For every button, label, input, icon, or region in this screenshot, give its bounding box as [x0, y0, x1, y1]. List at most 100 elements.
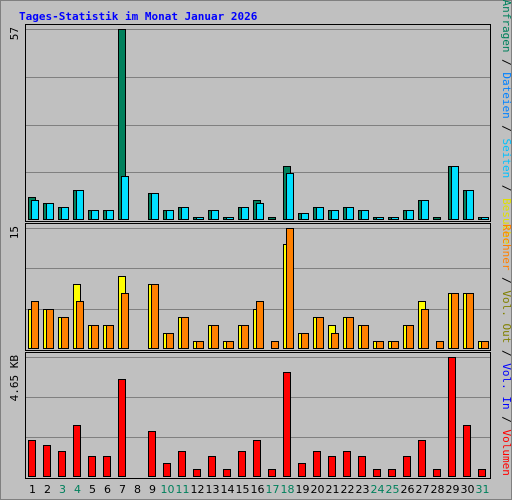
bar-dateien-day-23 [361, 210, 369, 220]
bar-rechner-day-17 [271, 341, 279, 349]
bar-volumen-day-27 [418, 440, 426, 477]
day-label-17: 17 [266, 483, 280, 496]
bar-volumen-day-25 [388, 469, 396, 477]
bar-volumen-day-9 [148, 431, 156, 477]
day-label-3: 3 [59, 483, 66, 496]
bar-rechner-day-10 [166, 333, 174, 349]
legend-bottom-run: Rechner / Vol. Out / Vol. In / Volumen [500, 224, 512, 476]
day-label-30: 30 [461, 483, 475, 496]
bar-volumen-day-2 [43, 445, 51, 477]
day-label-25: 25 [386, 483, 400, 496]
bar-volumen-day-3 [58, 451, 66, 477]
bar-dateien-day-29 [451, 166, 459, 220]
bar-dateien-day-2 [46, 203, 54, 220]
bar-volumen-day-6 [103, 456, 111, 477]
day-label-23: 23 [356, 483, 370, 496]
bar-dateien-day-3 [61, 207, 69, 220]
bar-rechner-day-2 [46, 309, 54, 349]
day-label-21: 21 [326, 483, 340, 496]
bar-dateien-day-9 [151, 193, 159, 220]
legend-vol-out: Vol. Out [500, 290, 512, 343]
bar-rechner-day-29 [451, 293, 459, 349]
bar-dateien-day-26 [406, 210, 414, 220]
day-label-20: 20 [311, 483, 325, 496]
bar-volumen-day-31 [478, 469, 486, 477]
bar-volumen-day-17 [268, 469, 276, 477]
panel-max-label-volume: 4.65 KB [8, 355, 21, 402]
bar-rechner-day-19 [301, 333, 309, 349]
bar-volumen-day-4 [73, 425, 81, 477]
day-label-4: 4 [74, 483, 81, 496]
bar-volumen-day-22 [343, 451, 351, 477]
bar-anfragen-day-28 [433, 217, 441, 220]
bar-dateien-day-20 [316, 207, 324, 220]
bar-rechner-day-6 [106, 325, 114, 349]
bar-anfragen-day-17 [268, 217, 276, 220]
legend-top-run: Anfragen / Dateien / Seiten / Besuche [500, 0, 512, 245]
day-label-13: 13 [206, 483, 220, 496]
bar-dateien-day-31 [481, 217, 489, 220]
day-label-31: 31 [476, 483, 490, 496]
bar-dateien-day-7 [121, 176, 129, 220]
bar-volumen-day-12 [193, 469, 201, 477]
day-label-5: 5 [89, 483, 96, 496]
bar-volumen-day-16 [253, 440, 261, 477]
bar-dateien-day-25 [391, 217, 399, 220]
day-label-27: 27 [416, 483, 430, 496]
legend-anfragen: Anfragen [500, 0, 512, 52]
bar-rechner-day-13 [211, 325, 219, 349]
day-label-29: 29 [446, 483, 460, 496]
bar-rechner-day-7 [121, 293, 129, 349]
day-label-2: 2 [44, 483, 51, 496]
bar-dateien-day-12 [196, 217, 204, 220]
day-label-6: 6 [104, 483, 111, 496]
bar-dateien-day-14 [226, 217, 234, 220]
bar-dateien-day-15 [241, 207, 249, 220]
bar-volumen-day-11 [178, 451, 186, 477]
bar-rechner-day-3 [61, 317, 69, 349]
bar-rechner-day-5 [91, 325, 99, 349]
side-legend: Anfragen / Dateien / Seiten / BesucheRec… [500, 0, 512, 476]
bar-rechner-day-9 [151, 284, 159, 349]
bar-volumen-day-19 [298, 463, 306, 477]
bar-volumen-day-29 [448, 357, 456, 477]
bar-dateien-day-5 [91, 210, 99, 220]
bar-rechner-day-14 [226, 341, 234, 349]
day-label-14: 14 [221, 483, 235, 496]
bar-rechner-day-28 [436, 341, 444, 349]
bar-rechner-day-12 [196, 341, 204, 349]
day-label-18: 18 [281, 483, 295, 496]
legend-separator: / [500, 119, 512, 139]
bar-volumen-day-1 [28, 440, 36, 477]
panel-frames [25, 24, 491, 479]
bar-dateien-day-24 [376, 217, 384, 220]
day-label-12: 12 [191, 483, 205, 496]
bar-dateien-day-10 [166, 210, 174, 220]
bar-rechner-day-1 [31, 301, 39, 349]
bar-rechner-day-11 [181, 317, 189, 349]
panel-frame-requests [25, 24, 491, 222]
bar-dateien-day-4 [76, 190, 84, 220]
day-label-22: 22 [341, 483, 355, 496]
panel-max-label-requests: 57 [8, 27, 21, 40]
legend-volumen: Volumen [500, 429, 512, 475]
day-label-7: 7 [119, 483, 126, 496]
legend-separator: / [500, 343, 512, 363]
bar-rechner-day-30 [466, 293, 474, 349]
chart-title: Tages-Statistik im Monat Januar 2026 [19, 10, 258, 23]
bar-volumen-day-26 [403, 456, 411, 477]
bar-volumen-day-21 [328, 456, 336, 477]
bar-volumen-day-14 [223, 469, 231, 477]
day-label-15: 15 [236, 483, 250, 496]
panel-max-labels: 57 15 4.65 KB [8, 27, 21, 401]
bar-rechner-day-16 [256, 301, 264, 349]
bar-volumen-day-28 [433, 469, 441, 477]
legend-besuche: Besuche [500, 198, 512, 244]
bar-dateien-day-22 [346, 207, 354, 220]
bar-rechner-day-24 [376, 341, 384, 349]
bar-volumen-day-15 [238, 451, 246, 477]
bar-volumen-day-10 [163, 463, 171, 477]
panel-max-label-visits: 15 [8, 226, 21, 239]
